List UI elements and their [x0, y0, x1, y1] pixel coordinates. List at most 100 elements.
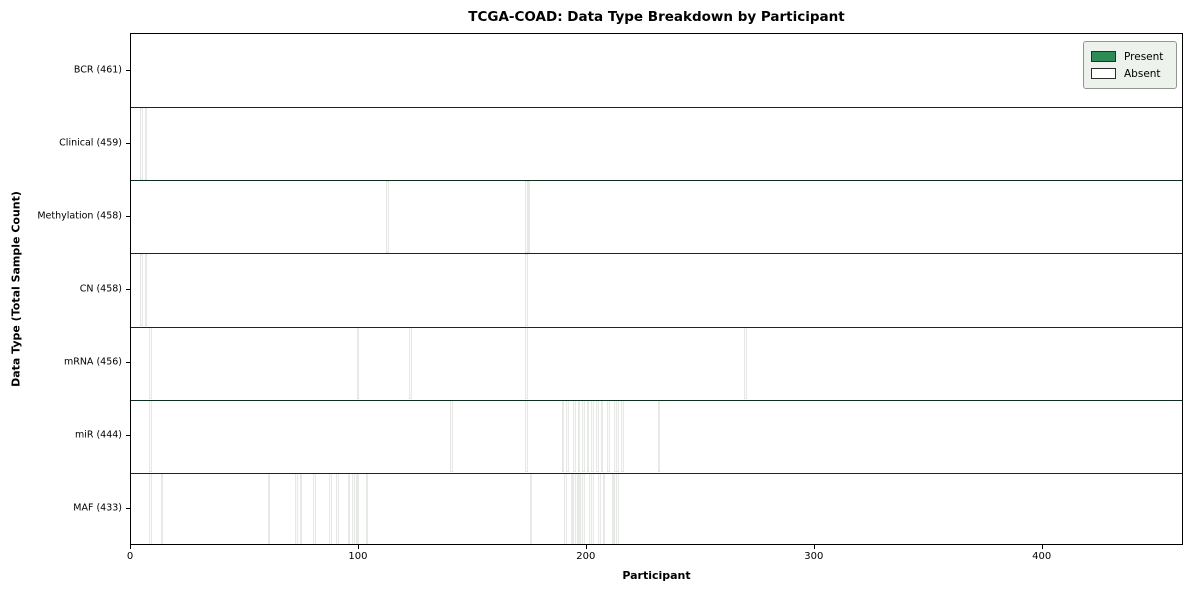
- legend-label-present: Present: [1124, 50, 1164, 63]
- absent-stripe: [582, 400, 585, 473]
- row-divider: [131, 399, 1182, 401]
- y-tick-mark: [126, 435, 130, 437]
- x-tick-label: 200: [576, 551, 596, 562]
- absent-stripe: [329, 473, 332, 544]
- y-axis-label: Data Type (Total Sample Count): [9, 191, 23, 387]
- x-axis-label: Participant: [622, 569, 691, 582]
- row-divider: [131, 326, 1182, 328]
- legend: Present Absent: [1083, 41, 1177, 89]
- absent-stripe: [589, 473, 592, 544]
- absent-stripe: [356, 473, 360, 544]
- absent-stripe: [527, 180, 531, 253]
- row-divider: [131, 180, 1182, 182]
- chart-row-clinical: [131, 107, 1182, 180]
- absent-stripe: [365, 473, 369, 544]
- x-tick-label: 100: [348, 551, 368, 562]
- absent-stripe: [616, 400, 620, 473]
- row-divider: [131, 472, 1182, 474]
- absent-stripe: [614, 400, 617, 473]
- y-tick-label: Methylation (458): [37, 210, 122, 222]
- absent-stripe: [591, 473, 594, 544]
- absent-stripe: [582, 473, 585, 544]
- absent-stripe: [577, 473, 581, 544]
- absent-stripe: [336, 473, 339, 544]
- absent-stripe: [586, 400, 590, 473]
- absent-stripe: [525, 180, 528, 253]
- absent-stripe: [409, 327, 412, 400]
- absent-stripe: [295, 473, 298, 544]
- absent-stripe: [525, 327, 528, 400]
- absent-stripe: [566, 400, 569, 473]
- legend-entry-present: Present: [1091, 48, 1168, 65]
- x-tick-mark: [813, 545, 815, 549]
- x-tick-mark: [357, 545, 359, 549]
- absent-stripe: [529, 473, 533, 544]
- x-tick-label: 300: [804, 551, 824, 562]
- y-tick-mark: [126, 362, 130, 364]
- absent-stripe: [564, 473, 567, 544]
- absent-stripe: [525, 253, 528, 327]
- absent-stripe: [149, 327, 152, 400]
- chart-row-bcr: [131, 34, 1182, 107]
- y-tick-label: BCR (461): [73, 64, 122, 76]
- x-tick-mark: [585, 545, 587, 549]
- absent-stripe: [575, 473, 579, 544]
- absent-stripe: [313, 473, 316, 544]
- chart-row-cn: [131, 253, 1182, 326]
- legend-label-absent: Absent: [1124, 67, 1161, 80]
- row-divider: [131, 253, 1182, 255]
- y-tick-label: MAF (433): [73, 502, 122, 514]
- y-tick-mark: [126, 289, 130, 290]
- y-tick-label: Clinical (459): [59, 137, 122, 149]
- absent-stripe: [611, 473, 615, 544]
- absent-stripe: [149, 473, 152, 544]
- x-tick-label: 400: [1032, 551, 1052, 562]
- y-tick-mark: [126, 142, 130, 144]
- plot-area: [130, 33, 1183, 545]
- absent-stripe: [570, 473, 574, 544]
- absent-stripe: [577, 400, 581, 473]
- chart-row-maf: [131, 473, 1182, 544]
- absent-stripe: [144, 253, 148, 327]
- absent-stripe: [602, 473, 606, 544]
- absent-stripe: [386, 180, 389, 253]
- absent-stripe: [525, 400, 528, 473]
- absent-stripe: [614, 473, 617, 544]
- row-divider: [131, 107, 1182, 109]
- absent-stripe: [744, 327, 747, 400]
- chart-row-methylation: [131, 180, 1182, 253]
- chart-title: TCGA-COAD: Data Type Breakdown by Partic…: [468, 9, 845, 25]
- absent-stripe: [140, 253, 143, 327]
- y-tick-label: miR (444): [74, 429, 122, 441]
- chart-row-mrna: [131, 327, 1182, 400]
- chart-row-mir: [131, 400, 1182, 473]
- absent-stripe: [450, 400, 453, 473]
- absent-stripe: [160, 473, 164, 544]
- absent-stripe: [140, 107, 143, 180]
- absent-stripe: [267, 473, 271, 544]
- absent-stripe: [299, 473, 303, 544]
- x-tick-label: 0: [126, 551, 134, 562]
- y-tick-label: CN (458): [79, 283, 122, 295]
- y-tick-mark: [126, 508, 130, 510]
- absent-stripe: [621, 400, 624, 473]
- absent-stripe: [149, 400, 152, 473]
- x-tick-mark: [1041, 545, 1043, 549]
- absent-stripe: [573, 473, 576, 544]
- absent-stripe: [616, 473, 620, 544]
- legend-entry-absent: Absent: [1091, 65, 1168, 82]
- absent-swatch-icon: [1091, 68, 1116, 79]
- absent-stripe: [657, 400, 661, 473]
- absent-stripe: [144, 107, 148, 180]
- absent-stripe: [356, 327, 360, 400]
- absent-stripe: [347, 473, 351, 544]
- absent-stripe: [573, 400, 576, 473]
- absent-stripe: [607, 400, 610, 473]
- x-tick-mark: [130, 545, 131, 549]
- absent-stripe: [598, 473, 601, 544]
- y-tick-mark: [126, 69, 130, 71]
- y-tick-mark: [126, 215, 130, 217]
- y-tick-label: mRNA (456): [63, 356, 122, 368]
- absent-stripe: [600, 400, 604, 473]
